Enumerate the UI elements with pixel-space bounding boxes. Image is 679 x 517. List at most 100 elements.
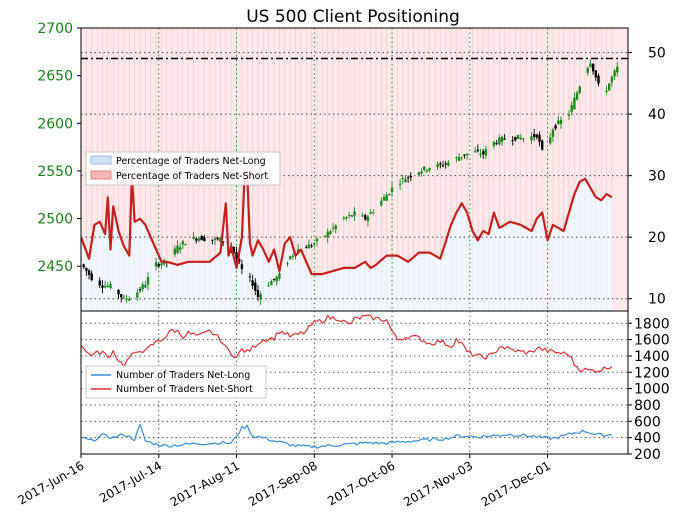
candle-body bbox=[439, 163, 442, 165]
candle-body bbox=[428, 168, 431, 171]
price-tick-label: 2600 bbox=[37, 116, 73, 132]
candle-body bbox=[570, 105, 573, 112]
candle-body bbox=[535, 134, 539, 138]
date-tick-label: 2017-Nov-03 bbox=[401, 458, 475, 509]
candle-body bbox=[90, 273, 93, 281]
net-short-swatch-icon bbox=[90, 170, 112, 180]
date-tick-label: 2017-Jul-14 bbox=[97, 458, 164, 505]
candle-body bbox=[495, 143, 498, 145]
percent-tick-label: 20 bbox=[648, 230, 666, 246]
candle-body bbox=[310, 245, 313, 247]
candle-body bbox=[128, 298, 131, 301]
candle-body bbox=[87, 270, 91, 275]
candle-body bbox=[361, 215, 364, 217]
candle-body bbox=[385, 194, 388, 201]
candle-body bbox=[350, 215, 354, 217]
percent-tick-label: 10 bbox=[648, 292, 666, 308]
candle-body bbox=[559, 119, 563, 125]
candle-body bbox=[211, 239, 214, 241]
candle-body bbox=[305, 247, 308, 249]
traders-tick-label: 600 bbox=[634, 414, 661, 430]
candle-body bbox=[291, 255, 295, 257]
percent-axis-right: 10 20 30 40 50 bbox=[628, 46, 666, 308]
candle-body bbox=[476, 149, 480, 152]
candle-body bbox=[296, 249, 300, 253]
candle-body bbox=[248, 276, 252, 278]
traders-lines bbox=[81, 314, 613, 449]
candle-body bbox=[259, 294, 262, 300]
candle-body bbox=[511, 140, 514, 142]
date-tick-label: 2017-Jun-16 bbox=[16, 458, 87, 507]
percent-tick-label: 30 bbox=[648, 169, 666, 185]
candle-body bbox=[272, 278, 276, 280]
candle-body bbox=[519, 137, 522, 140]
candle-body bbox=[85, 267, 88, 271]
candle-body bbox=[594, 70, 598, 78]
candle-body bbox=[492, 141, 496, 147]
candle-body bbox=[441, 165, 445, 167]
legend-label-net-long-pct: Percentage of Traders Net-Long bbox=[116, 156, 266, 167]
candle-body bbox=[270, 281, 273, 286]
candle-body bbox=[586, 68, 589, 73]
candle-body bbox=[549, 137, 552, 144]
candle-body bbox=[366, 216, 370, 222]
candle-body bbox=[106, 285, 110, 287]
percent-tick-label: 50 bbox=[648, 46, 666, 62]
candle-body bbox=[138, 289, 142, 291]
candle-body bbox=[616, 66, 619, 73]
candle-body bbox=[154, 262, 158, 267]
candle-body bbox=[420, 171, 423, 174]
traders-tick-label: 1400 bbox=[634, 349, 670, 365]
percent-tick-label: 40 bbox=[648, 107, 666, 123]
candle-body bbox=[232, 246, 236, 254]
price-axis-left: 2450 2500 2550 2600 2650 2700 bbox=[37, 21, 81, 275]
candle-body bbox=[372, 211, 375, 214]
candle-body bbox=[591, 63, 595, 72]
candle-body bbox=[425, 170, 429, 172]
price-panel: 2450 2500 2550 2600 2650 2700 10 20 30 40 50 Perc… bbox=[37, 21, 666, 312]
candle-body bbox=[364, 215, 367, 220]
candle-body bbox=[173, 248, 177, 255]
candle-body bbox=[369, 212, 372, 214]
candle-body bbox=[125, 298, 128, 300]
candle-body bbox=[235, 251, 238, 259]
candle-body bbox=[179, 247, 182, 250]
candle-body bbox=[141, 284, 144, 290]
candle-body bbox=[181, 241, 185, 245]
candle-body bbox=[251, 280, 254, 286]
candle-body bbox=[532, 134, 536, 137]
traders-tick-label: 1600 bbox=[634, 333, 670, 349]
candle-body bbox=[122, 297, 126, 299]
net-long-swatch-icon bbox=[90, 155, 112, 165]
candle-body bbox=[500, 136, 504, 142]
candle-body bbox=[275, 276, 278, 282]
candle-body bbox=[288, 256, 292, 260]
candle-body bbox=[117, 290, 120, 295]
candle-body bbox=[608, 83, 611, 91]
candle-body bbox=[267, 285, 270, 287]
traders-tick-label: 1800 bbox=[634, 316, 670, 332]
candle-body bbox=[473, 151, 477, 153]
traders-tick-label: 1200 bbox=[634, 365, 670, 381]
price-candles bbox=[82, 59, 619, 305]
candle-body bbox=[388, 193, 391, 195]
legend-label-net-short-pct: Percentage of Traders Net-Short bbox=[116, 171, 268, 182]
candle-body bbox=[423, 166, 426, 170]
date-tick-label: 2017-Sep-08 bbox=[246, 458, 320, 509]
candle-body bbox=[192, 236, 195, 239]
candle-body bbox=[409, 176, 413, 178]
date-tick-label: 2017-Aug-11 bbox=[168, 458, 242, 509]
candle-body bbox=[498, 137, 501, 145]
candle-body bbox=[406, 177, 410, 179]
candle-body bbox=[610, 76, 614, 83]
price-gridlines bbox=[81, 28, 628, 311]
price-tick-label: 2500 bbox=[37, 212, 73, 228]
candle-body bbox=[380, 200, 383, 206]
net-short-percentage-line bbox=[81, 171, 613, 276]
traders-panel-frame bbox=[80, 310, 629, 455]
candle-body bbox=[484, 149, 488, 156]
candle-body bbox=[240, 264, 244, 269]
